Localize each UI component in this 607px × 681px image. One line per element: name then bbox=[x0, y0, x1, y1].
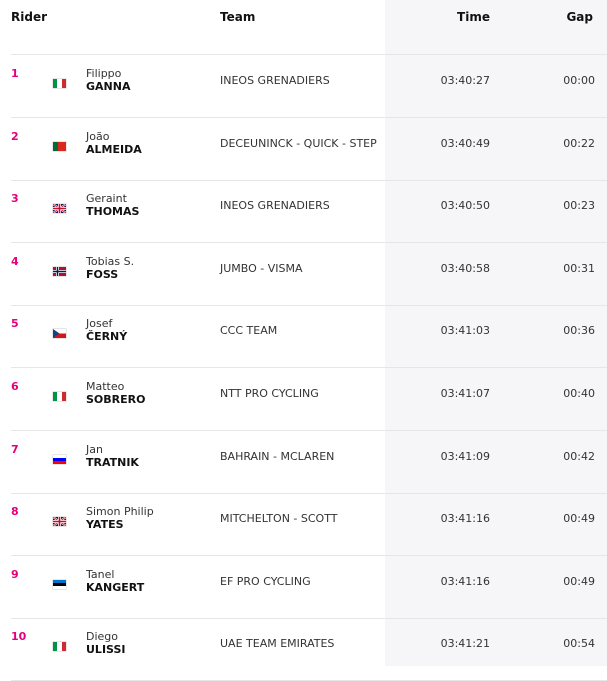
header-gap[interactable]: Gap bbox=[566, 10, 593, 24]
italy-flag-icon bbox=[53, 392, 66, 401]
rider-last-name[interactable]: KANGERT bbox=[86, 580, 145, 594]
table-row[interactable]: 2 João ALMEIDA DECEUNINCK - QUICK - STEP… bbox=[11, 118, 607, 181]
rider-first-name[interactable]: Tobias S. bbox=[86, 254, 135, 268]
team-name[interactable]: MITCHELTON - SCOTT bbox=[220, 512, 338, 526]
team-name[interactable]: INEOS GRENADIERS bbox=[220, 74, 330, 87]
rider-last-name[interactable]: THOMAS bbox=[86, 205, 140, 219]
table-row[interactable]: 10 Diego ULISSI UAE TEAM EMIRATES 03:41:… bbox=[11, 618, 607, 681]
rider-first-name[interactable]: Simon Philip bbox=[86, 505, 154, 519]
header-time[interactable]: Time bbox=[457, 10, 490, 24]
estonia-flag-icon bbox=[53, 579, 66, 589]
norway-flag-icon bbox=[53, 266, 66, 276]
header-divider bbox=[11, 54, 607, 55]
rider-first-name[interactable]: Diego bbox=[86, 630, 119, 644]
rider-time: 03:40:50 bbox=[440, 199, 490, 213]
uk-flag-icon bbox=[53, 517, 66, 527]
rider-time: 03:41:03 bbox=[440, 324, 490, 338]
header-team[interactable]: Team bbox=[220, 10, 256, 24]
table-row[interactable]: 8 Simon Philip YATES MITCHELTON - SCOTT … bbox=[11, 493, 607, 557]
rider-gap: 00:36 bbox=[563, 324, 595, 338]
table-row[interactable]: 5 Josef ČERNÝ CCC TEAM 03:41:03 00:36 bbox=[11, 305, 607, 369]
team-name[interactable]: UAE TEAM EMIRATES bbox=[220, 637, 335, 651]
team-name[interactable]: JUMBO - VISMA bbox=[220, 261, 303, 275]
rider-gap: 00:49 bbox=[563, 574, 595, 588]
rider-position: 9 bbox=[11, 567, 19, 581]
rider-gap: 00:54 bbox=[563, 637, 595, 651]
uk-flag-icon bbox=[53, 204, 66, 214]
rider-last-name[interactable]: TRATNIK bbox=[86, 455, 139, 469]
table-row[interactable]: 7 Jan TRATNIK BAHRAIN - MCLAREN 03:41:09… bbox=[11, 431, 607, 494]
rider-position: 7 bbox=[11, 442, 19, 456]
team-name[interactable]: DECEUNINCK - QUICK - STEP bbox=[220, 136, 377, 150]
rider-gap: 00:42 bbox=[563, 449, 595, 463]
italy-flag-icon bbox=[53, 79, 66, 88]
rider-time: 03:40:49 bbox=[440, 136, 490, 150]
team-name[interactable]: NTT PRO CYCLING bbox=[220, 387, 319, 400]
rider-gap: 00:23 bbox=[563, 199, 595, 213]
rider-first-name[interactable]: Jan bbox=[86, 442, 103, 456]
rider-time: 03:41:07 bbox=[440, 387, 490, 400]
rider-time: 03:41:16 bbox=[440, 512, 490, 526]
rider-gap: 00:49 bbox=[563, 512, 595, 526]
rider-position: 4 bbox=[11, 254, 19, 268]
rider-position: 2 bbox=[11, 129, 19, 143]
rider-time: 03:40:58 bbox=[440, 261, 490, 275]
rider-position: 10 bbox=[11, 630, 27, 644]
portugal-flag-icon bbox=[53, 141, 66, 151]
slovenia-flag-icon bbox=[53, 454, 66, 464]
rider-gap: 00:40 bbox=[563, 387, 595, 400]
table-row[interactable]: 4 Tobias S. FOSS JUMBO - VISMA 03:40:58 … bbox=[11, 243, 607, 306]
table-row[interactable]: 9 Tanel KANGERT EF PRO CYCLING 03:41:16 … bbox=[11, 556, 607, 619]
italy-flag-icon bbox=[53, 642, 66, 652]
team-name[interactable]: BAHRAIN - MCLAREN bbox=[220, 449, 335, 463]
rider-gap: 00:22 bbox=[563, 136, 595, 150]
time-gap-column-background bbox=[385, 0, 607, 666]
rider-last-name[interactable]: GANNA bbox=[86, 80, 131, 93]
rider-position: 6 bbox=[11, 380, 19, 393]
rider-first-name[interactable]: Tanel bbox=[86, 567, 115, 581]
rider-last-name[interactable]: ULISSI bbox=[86, 643, 126, 657]
rider-first-name[interactable]: João bbox=[86, 129, 110, 143]
table-row[interactable]: 3 Geraint THOMAS INEOS GRENADIERS 03:40:… bbox=[11, 180, 607, 244]
table-row[interactable]: 1 Filippo GANNA INEOS GRENADIERS 03:40:2… bbox=[11, 55, 607, 118]
team-name[interactable]: INEOS GRENADIERS bbox=[220, 199, 330, 213]
rider-time: 03:40:27 bbox=[440, 74, 490, 87]
rider-position: 5 bbox=[11, 317, 19, 331]
rider-last-name[interactable]: FOSS bbox=[86, 267, 119, 281]
results-table: Rider Team Time Gap 1 Filippo GANNA INEO… bbox=[11, 0, 607, 681]
rider-time: 03:41:09 bbox=[440, 449, 490, 463]
header-rider[interactable]: Rider bbox=[11, 10, 47, 24]
rider-first-name[interactable]: Matteo bbox=[86, 380, 125, 393]
rider-time: 03:41:16 bbox=[440, 574, 490, 588]
team-name[interactable]: CCC TEAM bbox=[220, 324, 278, 338]
rider-gap: 00:31 bbox=[563, 261, 595, 275]
rider-last-name[interactable]: YATES bbox=[86, 518, 124, 532]
rider-first-name[interactable]: Josef bbox=[86, 317, 113, 331]
rider-first-name[interactable]: Filippo bbox=[86, 67, 122, 80]
rider-last-name[interactable]: SOBRERO bbox=[86, 393, 146, 406]
rider-position: 8 bbox=[11, 505, 19, 519]
rider-position: 3 bbox=[11, 192, 19, 206]
rider-position: 1 bbox=[11, 67, 19, 80]
table-row[interactable]: 6 Matteo SOBRERO NTT PRO CYCLING 03:41:0… bbox=[11, 368, 607, 431]
czech-flag-icon bbox=[53, 329, 66, 339]
team-name[interactable]: EF PRO CYCLING bbox=[220, 574, 311, 588]
rider-gap: 00:00 bbox=[563, 74, 595, 87]
rider-last-name[interactable]: ČERNÝ bbox=[86, 330, 128, 344]
rider-last-name[interactable]: ALMEIDA bbox=[86, 142, 142, 156]
rider-first-name[interactable]: Geraint bbox=[86, 192, 127, 206]
rider-time: 03:41:21 bbox=[440, 637, 490, 651]
